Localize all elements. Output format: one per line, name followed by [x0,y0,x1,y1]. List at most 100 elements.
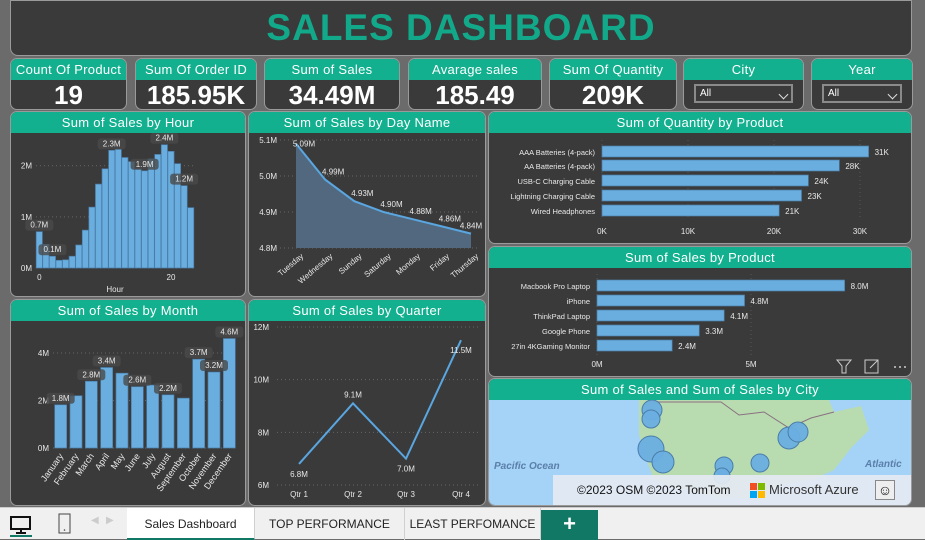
year-dropdown[interactable]: All [822,84,902,103]
add-page-button[interactable]: + [541,510,598,540]
bar [100,367,114,449]
hour-chart-svg: 0M 1M 2M 0.7M 0.1M 2.3M 1.9M 2.4M 1.2M 0 20 Hour [21,132,199,294]
x-tick-label: 5M [745,360,756,369]
bar [130,386,144,449]
dashboard-title: SALES DASHBOARD [10,0,912,56]
tab-top-performance[interactable]: TOP PERFORMANCE [255,508,405,540]
filter-icon[interactable] [835,359,853,374]
bar [121,157,129,269]
data-label: 4.8M [751,297,769,306]
bar [222,338,236,449]
data-label: 23K [808,192,823,201]
month-chart-svg: 0M2M4M1.8M2.8M3.4M2.6M2.2M3.7M3.2M4.6MJa… [38,326,244,493]
category-label: AAA Batteries (4-pack) [519,148,595,157]
kpi-sum-of-quantity: Sum Of Quantity 209K [549,58,677,110]
x-tick-label: 20 [167,273,176,282]
kpi-sum-of-order-id: Sum Of Order ID 185.95K [135,58,257,110]
data-label: 28K [845,162,860,171]
mobile-view-icon[interactable] [58,513,72,535]
bar [601,204,780,217]
bar [187,207,195,269]
y-tick-label: 2M [21,162,32,171]
chart-quantity-by-product[interactable]: Sum of Quantity by Product 0K 10K 20K 30K AAA… [488,111,912,244]
x-tick-label: Qtr 3 [397,490,415,499]
data-label: 4.90M [380,200,403,209]
y-tick-label: 0M [38,444,49,453]
bar [115,372,129,449]
bar [596,309,725,322]
bar [601,159,840,172]
chart-title: Sum of Sales by Month [11,300,245,321]
scroll-right-icon[interactable]: ▶ [106,515,114,526]
qty-chart-svg: 0K 10K 20K 30K AAA Batteries (4-pack) 31K AA B… [510,140,889,236]
feedback-smiley-icon[interactable]: ☺ [875,480,895,500]
ocean-label: Pacific Ocean [494,461,560,472]
city-bubble [651,450,675,474]
bar [147,158,155,269]
desktop-view-icon[interactable] [10,515,32,537]
x-tick-label: Thursday [449,252,480,280]
data-label: 0.1M [44,245,62,254]
more-options-icon[interactable] [894,366,906,368]
data-label-bg [25,219,54,231]
city-bubble [787,421,809,443]
data-label: 21K [785,207,800,216]
bar [81,229,89,269]
bar [180,185,188,269]
kpi-label: Sum Of Order ID [136,59,256,80]
bar [601,145,869,158]
bar [601,174,809,187]
tab-least-performance[interactable]: LEAST PERFOMANCE [405,508,541,540]
map-sales-by-city[interactable]: Sum of Sales and Sum of Sales by City Pa… [488,378,912,506]
data-label: 8.0M [851,282,869,291]
chart-sales-by-month[interactable]: Sum of Sales by Month 0M 2M 4M 1.8M 2.8M 3.4M 2… [10,299,246,506]
data-label: 4.84M [460,222,483,231]
y-tick-label: 8M [258,428,269,437]
bar [69,395,83,449]
kpi-value: 209K [581,80,645,110]
kpi-label: Count Of Product [11,59,126,80]
tab-sales-dashboard[interactable]: Sales Dashboard [127,508,255,540]
data-label-bg [38,244,67,256]
city-dropdown[interactable]: All [694,84,793,103]
city-slicer: City All [683,58,804,110]
x-tick-label: 0 [37,273,42,282]
bar [141,170,149,269]
data-label: 5.09M [293,140,316,149]
bar [154,154,162,269]
bar [192,358,206,449]
data-label: 4.99M [322,168,345,177]
bar [62,259,70,269]
chart-sales-by-day[interactable]: Sum of Sales by Day Name 4.8M 4.9M 5.0M 5.1M… [248,111,486,297]
chart-sales-by-hour[interactable]: Sum of Sales by Hour 0M 1M 2M 0.7M 0.1M 2.3M 1.… [10,111,246,297]
bar [601,189,802,202]
bar [95,183,102,269]
data-label: 0.7M [30,221,48,230]
focus-mode-icon[interactable] [864,359,879,374]
chart-title: Sum of Sales by Quarter [249,300,485,321]
bar [134,168,142,269]
y-tick-label: 10M [253,376,269,385]
bar [55,259,63,269]
chart-title: Sum of Sales by Day Name [249,112,485,133]
slicer-label: Year [812,59,912,80]
x-tick-label: June [123,451,142,473]
bar [68,255,76,269]
chart-sales-by-quarter[interactable]: Sum of Sales by Quarter 6M 8M 10M 12M 6.8M Qtr… [248,299,486,506]
x-tick-label: 10K [681,227,696,236]
kpi-value: 19 [54,80,83,110]
y-tick-label: 1M [21,213,32,222]
bar [49,255,56,269]
scroll-left-icon[interactable]: ◀ [91,515,99,526]
data-label: 1.2M [175,175,193,184]
x-tick-label: 0M [591,360,602,369]
bar [128,161,135,269]
chart-sales-by-product[interactable]: Sum of Sales by Product 0M 5M Macbook Pro L… [488,246,912,377]
y-tick-label: 5.0M [259,172,277,181]
data-label-bg [154,382,182,394]
y-tick-label: 2M [38,397,49,406]
series-line [298,339,462,465]
kpi-label: Avarage sales [409,59,541,80]
chart-title: Sum of Sales by Hour [11,112,245,133]
data-label: 3.7M [190,348,208,357]
